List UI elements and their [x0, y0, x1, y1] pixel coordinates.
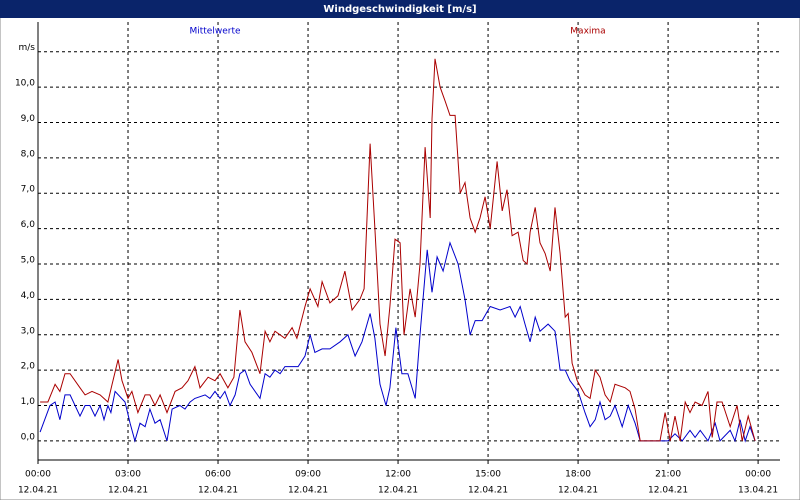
x-tick-label: 18:00 — [565, 470, 591, 480]
x-tick-date: 12.04.21 — [468, 486, 508, 496]
y-tick-label: 4,0 — [21, 291, 36, 301]
x-tick-label: 09:00 — [295, 470, 321, 480]
y-tick-label: 1,0 — [21, 397, 36, 407]
y-tick-label: 10,0 — [15, 79, 35, 89]
y-tick-label: 8,0 — [21, 149, 36, 159]
x-tick-date: 12.04.21 — [108, 486, 148, 496]
y-tick-label: 7,0 — [21, 185, 36, 195]
x-tick-date: 12.04.21 — [558, 486, 598, 496]
y-tick-label: 5,0 — [21, 255, 36, 265]
x-tick-date: 12.04.21 — [198, 486, 238, 496]
x-tick-label: 00:00 — [745, 470, 771, 480]
x-tick-label: 06:00 — [205, 470, 231, 480]
legend-entry: Mittelwerte — [189, 27, 240, 37]
x-tick-date: 12.04.21 — [18, 486, 58, 496]
series-line — [39, 241, 756, 443]
x-tick-label: 00:00 — [25, 470, 51, 480]
x-tick-date: 12.04.21 — [648, 486, 688, 496]
x-tick-date: 13.04.21 — [738, 486, 778, 496]
y-tick-label: 6,0 — [21, 220, 36, 230]
y-tick-label: 9,0 — [21, 114, 36, 124]
y-tick-label: 3,0 — [21, 326, 36, 336]
x-tick-label: 03:00 — [115, 470, 141, 480]
title-bar — [0, 0, 800, 18]
series-line — [40, 58, 756, 442]
chart-title: Windgeschwindigkeit [m/s] — [323, 4, 476, 15]
legend-entry: Maxima — [570, 27, 605, 37]
x-tick-label: 12:00 — [385, 470, 411, 480]
y-tick-label: m/s — [19, 43, 36, 53]
x-tick-date: 12.04.21 — [288, 486, 328, 496]
y-tick-label: 0,0 — [21, 432, 36, 442]
x-tick-date: 12.04.21 — [378, 486, 418, 496]
x-tick-label: 21:00 — [655, 470, 681, 480]
x-tick-label: 15:00 — [475, 470, 501, 480]
y-tick-label: 2,0 — [21, 362, 36, 372]
